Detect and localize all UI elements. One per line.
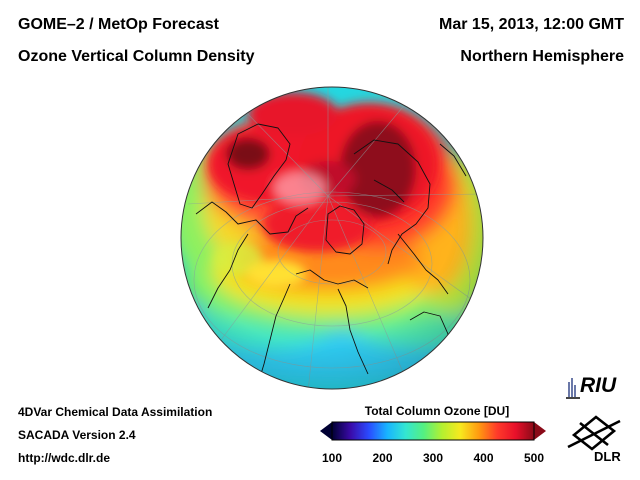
colorbar-tick-label: 100 [321,451,343,465]
forecast-datetime: Mar 15, 2013, 12:00 GMT [439,16,624,33]
colorbar-tick-label: 400 [473,451,494,465]
riu-logo-mark [566,378,580,399]
riu-logo: RIU [580,374,617,397]
colorbar-min-arrow [320,422,332,440]
colorbar-gradient [332,422,534,440]
assimilation-method-label: 4DVar Chemical Data Assimilation [18,405,213,419]
colorbar-tick-label: 300 [422,451,444,465]
map-subtitle: Ozone Vertical Column Density [18,48,255,65]
dlr-logo-mark [567,415,621,451]
map-title: GOME–2 / MetOp Forecast [18,16,219,33]
wdc-url-link[interactable]: http://wdc.dlr.de [18,451,110,465]
colorbar-tick-label: 200 [372,451,393,465]
colorbar-title: Total Column Ozone [DU] [364,404,510,418]
ozone-globe-map [180,86,484,390]
hemisphere-label: Northern Hemisphere [460,48,624,65]
sacada-version-label: SACADA Version 2.4 [18,428,136,442]
colorbar-tick-label: 500 [523,451,545,465]
ozone-colorbar [320,421,546,441]
dlr-logo: DLR [594,449,621,464]
colorbar-max-arrow [534,422,546,440]
